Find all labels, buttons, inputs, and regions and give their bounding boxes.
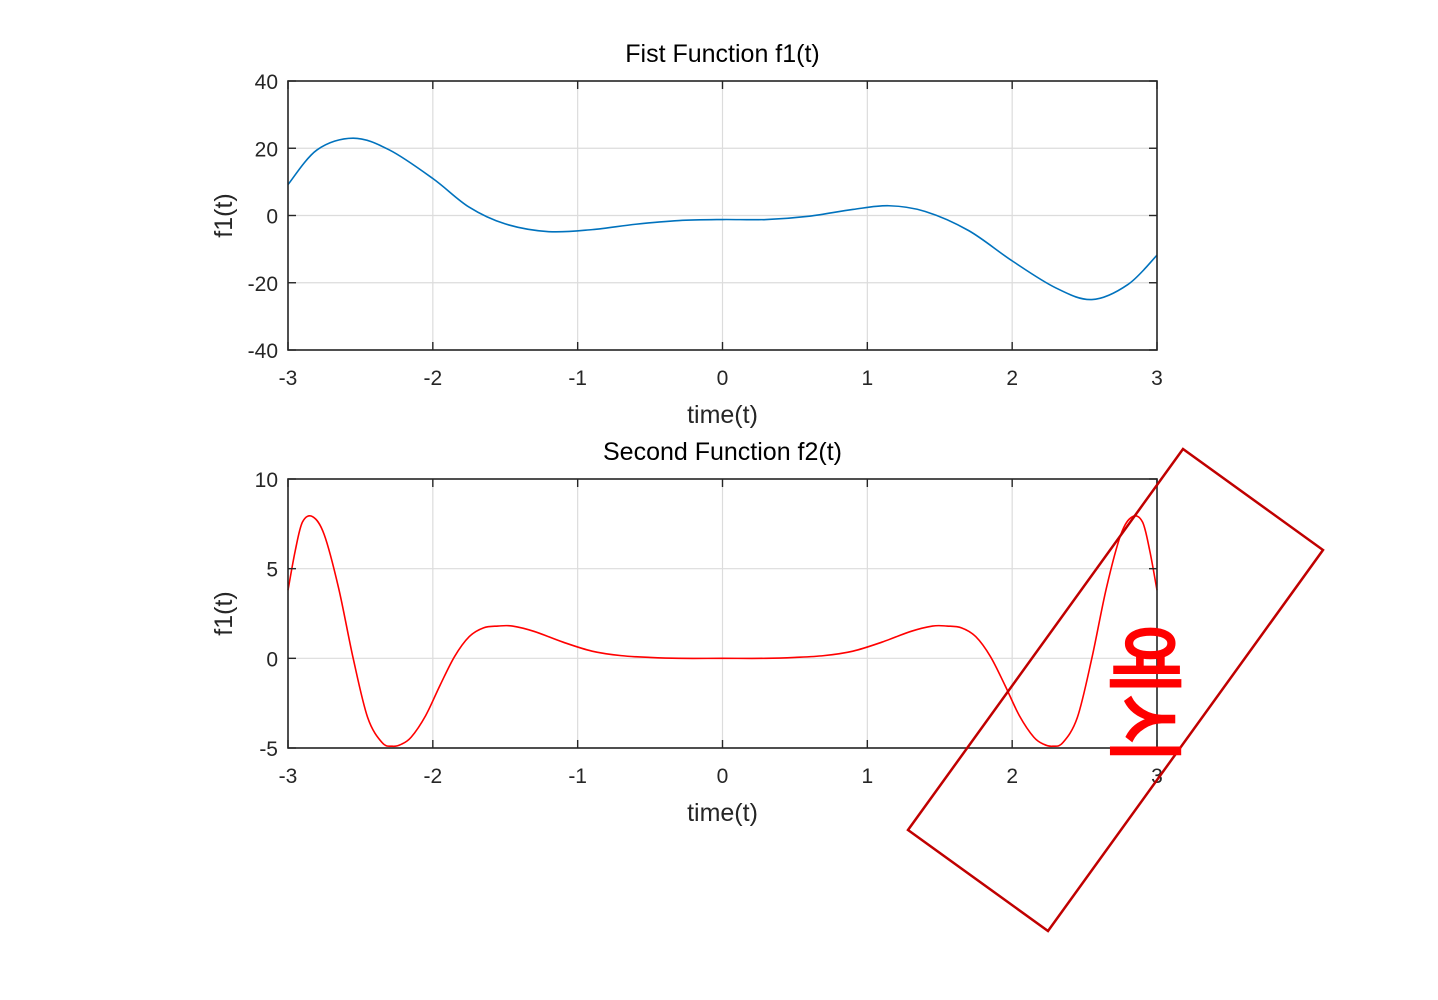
x-tick-label: -3	[279, 765, 298, 788]
x-tick-label: -2	[423, 765, 442, 788]
plot-f1: -3 -2 -1 0 1 2 3 -40 -20 0 20 40 Fist Function f1(t)…	[210, 40, 1163, 429]
y-tick-label: -5	[259, 738, 278, 761]
y-tick-label: 0	[266, 206, 278, 229]
x-tick-label: 2	[1006, 367, 1018, 390]
x-tick-label: 0	[717, 765, 729, 788]
x-tick-label: 3	[1151, 367, 1163, 390]
x-axis-label: time(t)	[687, 401, 758, 429]
y-tick-label: -20	[248, 273, 278, 296]
sample-stamp: 예시	[906, 447, 1325, 933]
y-tick-label: 5	[266, 559, 278, 582]
x-tick-label: 3	[1151, 765, 1163, 788]
y-axis-label: f1(t)	[210, 591, 238, 635]
x-tick-label: -1	[568, 765, 587, 788]
y-axis-label: f1(t)	[210, 193, 238, 237]
x-tick-label: -2	[423, 367, 442, 390]
x-tick-label: 1	[861, 367, 873, 390]
stamp-text: 예시	[1099, 624, 1188, 764]
x-tick-label: 1	[861, 765, 873, 788]
y-tick-label: 0	[266, 648, 278, 671]
plot-f2: -3 -2 -1 0 1 2 3 -5 0 5 10 Second Function f2(t) tim…	[210, 438, 1163, 827]
chart-title: Fist Function f1(t)	[625, 40, 820, 68]
y-tick-label: 10	[255, 469, 278, 492]
series-line	[287, 515, 1158, 748]
y-tick-label: 20	[255, 138, 278, 161]
series-line	[287, 137, 1158, 301]
chart-title: Second Function f2(t)	[603, 438, 842, 466]
y-tick-label: 40	[255, 71, 278, 94]
x-tick-label: -1	[568, 367, 587, 390]
y-tick-label: -40	[248, 340, 278, 363]
x-tick-label: 2	[1006, 765, 1018, 788]
x-tick-label: 0	[717, 367, 729, 390]
x-axis-label: time(t)	[687, 799, 758, 827]
x-tick-label: -3	[279, 367, 298, 390]
